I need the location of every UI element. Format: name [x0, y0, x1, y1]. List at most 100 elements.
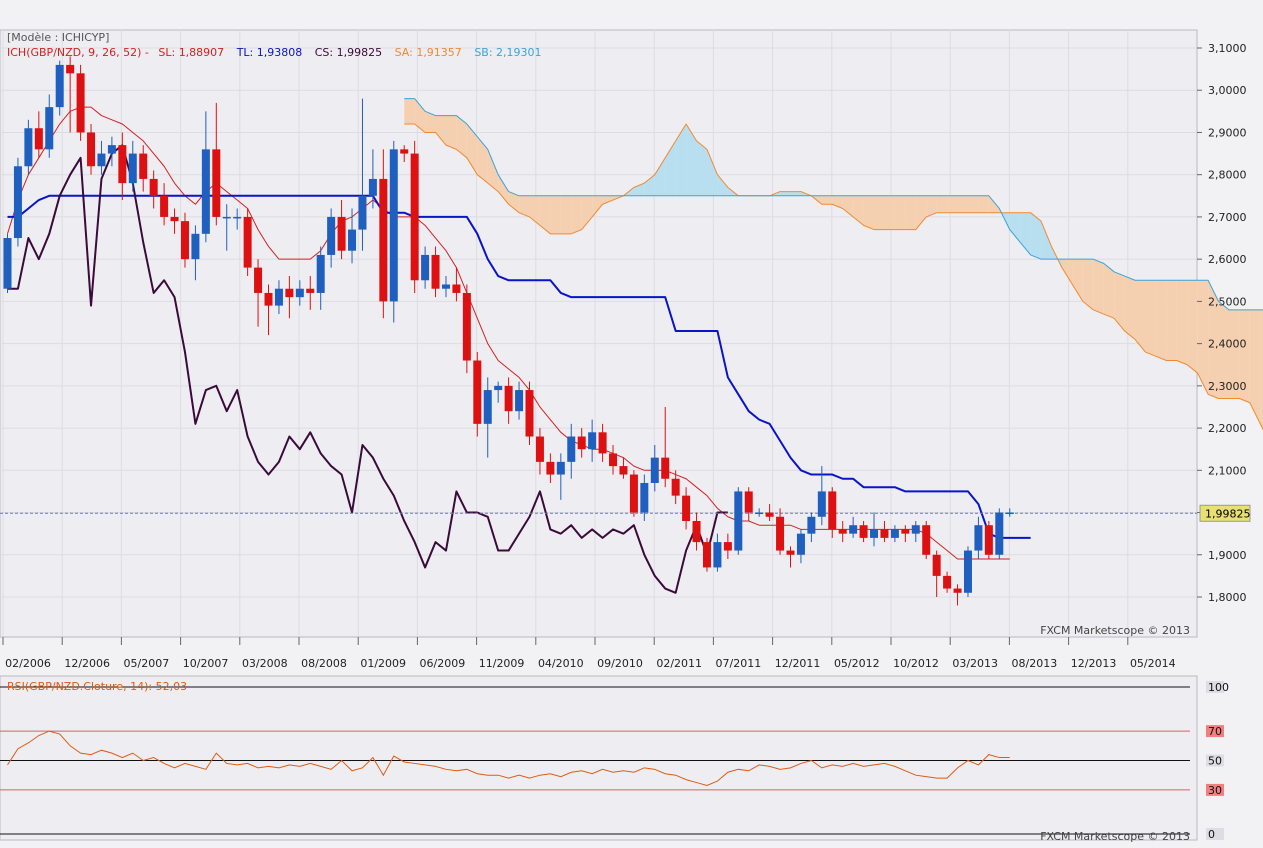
- candle: [306, 276, 315, 310]
- cloud-segment: [519, 195, 530, 217]
- rsi-plot-area[interactable]: [0, 675, 1198, 841]
- candle-body: [368, 178, 377, 196]
- candle: [619, 457, 628, 479]
- price-tick-label: 3,0000: [1208, 84, 1247, 97]
- candle: [201, 111, 210, 243]
- rsi-tick-bg: [1206, 754, 1224, 767]
- candle-body: [452, 284, 461, 293]
- rsi-tick-label: 100: [1208, 681, 1229, 694]
- cloud-segment: [988, 195, 1000, 213]
- candle-body: [661, 457, 670, 479]
- cloud-segment: [926, 195, 937, 217]
- date-tick-label: 10/2012: [893, 657, 939, 670]
- candle-body: [682, 495, 691, 521]
- candle: [671, 470, 680, 505]
- cloud-segment: [1239, 309, 1250, 403]
- rsi-tick-bg: [1206, 725, 1224, 738]
- candle: [817, 466, 826, 526]
- date-tick-label: 05/2012: [834, 657, 880, 670]
- date-tick-label: 05/2007: [124, 657, 170, 670]
- candle-body: [170, 216, 179, 222]
- current-price-box: [1199, 504, 1251, 522]
- cloud-segment: [1166, 280, 1177, 361]
- candle-body: [870, 529, 879, 538]
- candle: [723, 533, 732, 559]
- candle: [765, 504, 774, 521]
- cloud-segment: [1041, 221, 1052, 260]
- candle: [828, 487, 837, 538]
- candle-body: [13, 166, 22, 239]
- senkou-b-line: [404, 98, 1263, 311]
- date-tick-label: 12/2013: [1071, 657, 1117, 670]
- cloud-segment: [529, 195, 540, 226]
- candle-body: [911, 525, 920, 534]
- candle: [128, 140, 137, 192]
- candle-body: [494, 385, 503, 391]
- price-tick-label: 2,8000: [1208, 169, 1247, 182]
- cloud-segment: [435, 115, 446, 146]
- candle: [410, 140, 419, 293]
- candle: [796, 529, 805, 564]
- candle-body: [233, 216, 242, 219]
- candle: [295, 280, 304, 306]
- cloud-segment: [1145, 280, 1156, 357]
- tl-label: TL: 1,93808: [236, 46, 303, 59]
- candle: [264, 284, 273, 336]
- candle: [661, 406, 670, 488]
- candle: [588, 419, 597, 462]
- cloud-segment: [1009, 212, 1021, 243]
- candle: [483, 377, 492, 458]
- cloud-segment: [1135, 280, 1146, 353]
- cloud-segment: [1260, 309, 1263, 430]
- candle-body: [963, 550, 972, 593]
- cloud-segment: [1124, 276, 1136, 340]
- candle-body: [191, 233, 200, 260]
- candle-body: [180, 221, 189, 260]
- cloud-segment: [560, 195, 572, 234]
- candle-body: [922, 525, 931, 555]
- cloud-segment: [915, 195, 927, 230]
- sa-label: SA: 1,91357: [395, 46, 462, 59]
- candle-body: [765, 512, 774, 517]
- candle-body: [692, 520, 701, 543]
- cloud-segment: [665, 140, 676, 196]
- cloud-segment: [884, 195, 895, 230]
- date-tick-label: 08/2008: [301, 657, 347, 670]
- candle: [66, 56, 75, 133]
- kijun-line: [7, 194, 1031, 539]
- cloud-segment: [717, 174, 728, 196]
- candle: [254, 259, 263, 327]
- candle-body: [588, 432, 597, 450]
- candle-body: [201, 149, 210, 234]
- candle: [734, 487, 743, 555]
- cloud-segment: [1197, 280, 1209, 395]
- candle: [849, 516, 858, 538]
- cloud-segment: [1030, 212, 1042, 260]
- date-tick-label: 09/2010: [597, 657, 643, 670]
- candle: [567, 423, 576, 479]
- candle: [212, 102, 221, 226]
- cloud-segment: [853, 195, 864, 226]
- cloud-segment: [706, 149, 718, 196]
- candle: [890, 525, 899, 543]
- candle-body: [264, 292, 273, 306]
- cloud-segment: [1114, 271, 1125, 331]
- candle: [786, 546, 795, 568]
- ichimoku-cloud: [404, 98, 1263, 431]
- candle: [24, 119, 33, 175]
- candle-body: [609, 453, 618, 467]
- candle-body: [776, 516, 785, 551]
- candle: [149, 170, 158, 209]
- candle: [13, 157, 22, 247]
- price-tick-label: 2,9000: [1208, 126, 1247, 139]
- candle: [974, 516, 983, 559]
- candle-body: [744, 491, 753, 513]
- price-plot-area[interactable]: [0, 29, 1198, 638]
- candle: [233, 208, 242, 230]
- candle: [755, 508, 764, 517]
- cloud-segment: [696, 140, 707, 196]
- candle: [389, 140, 398, 323]
- candle-body: [953, 588, 962, 593]
- candle-body: [890, 529, 899, 538]
